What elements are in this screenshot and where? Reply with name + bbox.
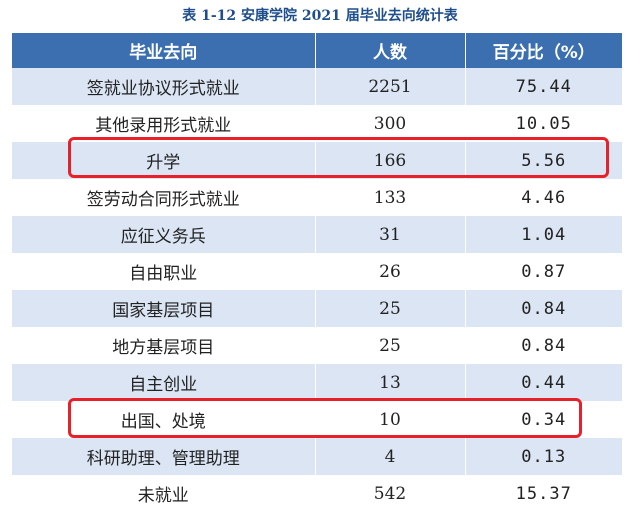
table-header-row: 毕业去向 人数 百分比（%）: [12, 33, 622, 68]
count-cell: 133: [315, 179, 466, 216]
count-cell: 300: [315, 105, 466, 142]
percent-cell: 15.37: [465, 475, 622, 512]
count-cell: 25: [315, 327, 466, 364]
table-row: 自由职业 26 0.87: [12, 253, 622, 290]
table-row: 国家基层项目 25 0.84: [12, 290, 622, 327]
destination-cell: 自主创业: [12, 364, 316, 401]
table-row: 未就业 542 15.37: [12, 475, 622, 512]
destination-cell: 未就业: [12, 475, 316, 512]
destination-cell: 签劳动合同形式就业: [12, 179, 316, 216]
table-row: 地方基层项目 25 0.84: [12, 327, 622, 364]
count-cell: 2251: [315, 68, 466, 105]
graduation-destination-table: 毕业去向 人数 百分比（%） 签就业协议形式就业 2251 75.44 其他录用…: [12, 33, 622, 512]
destination-cell: 签就业协议形式就业: [12, 68, 316, 105]
destination-cell: 出国、处境: [12, 401, 316, 438]
table-row: 科研助理、管理助理 4 0.13: [12, 438, 622, 475]
count-cell: 10: [315, 401, 466, 438]
table-row: 应征义务兵 31 1.04: [12, 216, 622, 253]
percent-cell: 0.44: [465, 364, 622, 401]
table-row: 升学 166 5.56: [12, 142, 622, 179]
destination-cell: 升学: [12, 142, 316, 179]
percent-cell: 0.84: [465, 327, 622, 364]
destination-cell: 应征义务兵: [12, 216, 316, 253]
percent-cell: 0.87: [465, 253, 622, 290]
table-row: 签就业协议形式就业 2251 75.44: [12, 68, 622, 105]
count-cell: 166: [315, 142, 466, 179]
table-row: 其他录用形式就业 300 10.05: [12, 105, 622, 142]
percent-cell: 4.46: [465, 179, 622, 216]
percent-cell: 0.84: [465, 290, 622, 327]
destination-cell: 国家基层项目: [12, 290, 316, 327]
table-row: 出国、处境 10 0.34: [12, 401, 622, 438]
table-caption: 表 1-12 安康学院 2021 届毕业去向统计表: [182, 8, 458, 24]
count-cell: 25: [315, 290, 466, 327]
percent-cell: 75.44: [465, 68, 622, 105]
percent-cell: 0.34: [465, 401, 622, 438]
table-row: 自主创业 13 0.44: [12, 364, 622, 401]
header-count: 人数: [315, 33, 466, 68]
table-row: 签劳动合同形式就业 133 4.46: [12, 179, 622, 216]
percent-cell: 0.13: [465, 438, 622, 475]
destination-cell: 其他录用形式就业: [12, 105, 316, 142]
percent-cell: 10.05: [465, 105, 622, 142]
destination-cell: 地方基层项目: [12, 327, 316, 364]
count-cell: 26: [315, 253, 466, 290]
count-cell: 13: [315, 364, 466, 401]
destination-cell: 自由职业: [12, 253, 316, 290]
destination-cell: 科研助理、管理助理: [12, 438, 316, 475]
count-cell: 31: [315, 216, 466, 253]
percent-cell: 5.56: [465, 142, 622, 179]
count-cell: 4: [315, 438, 466, 475]
percent-cell: 1.04: [465, 216, 622, 253]
header-destination: 毕业去向: [12, 33, 316, 68]
count-cell: 542: [315, 475, 466, 512]
header-percent: 百分比（%）: [465, 33, 622, 68]
